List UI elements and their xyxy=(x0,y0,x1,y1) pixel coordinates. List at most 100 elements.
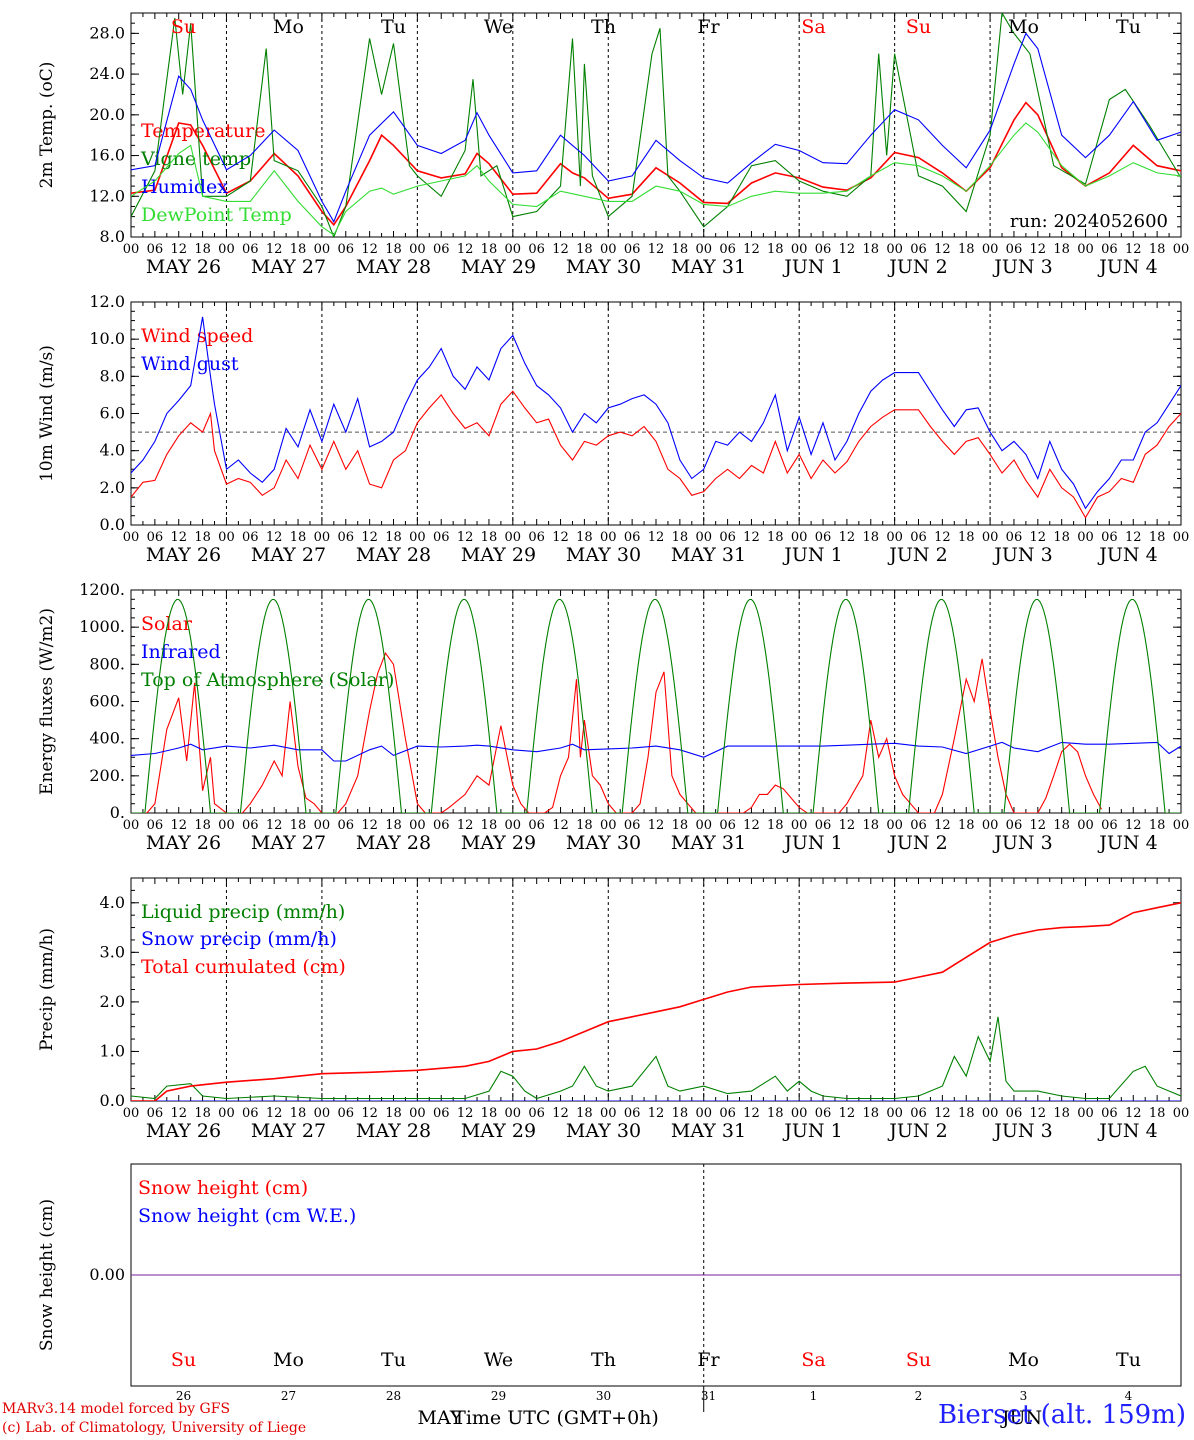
hour-label: 12 xyxy=(266,818,283,833)
hour-label: 12 xyxy=(839,818,856,833)
day-name: Th xyxy=(591,16,616,38)
series-line-2 xyxy=(131,32,1181,223)
y-tick-label: 1.0 xyxy=(100,1041,125,1060)
series-line-2 xyxy=(131,598,1181,813)
y-tick-label: 16.0 xyxy=(89,146,125,165)
hour-label: 06 xyxy=(528,530,545,545)
legend-entry: Liquid precip (mm/h) xyxy=(141,901,345,923)
day-name: Th xyxy=(591,1349,616,1371)
y-tick-label: 800. xyxy=(89,654,125,673)
date-label: MAY 29 xyxy=(461,256,536,278)
hour-label: 06 xyxy=(147,530,164,545)
day-name: Mo xyxy=(1008,1349,1039,1371)
y-tick-label: 400. xyxy=(89,729,125,748)
date-label: MAY 29 xyxy=(461,1120,536,1142)
legend-entry: Snow height (cm W.E.) xyxy=(138,1205,356,1227)
y-tick-label: 28.0 xyxy=(89,23,125,42)
hour-label: 12 xyxy=(1125,1106,1142,1121)
hour-label: 00 xyxy=(600,242,617,257)
hour-label: 06 xyxy=(624,530,641,545)
hour-label: 00 xyxy=(982,242,999,257)
hour-label: 18 xyxy=(767,242,784,257)
hour-label: 06 xyxy=(1101,818,1118,833)
hour-label: 06 xyxy=(433,818,450,833)
hour-label: 06 xyxy=(242,1106,259,1121)
date-label: MAY 31 xyxy=(671,832,746,854)
hour-label: 12 xyxy=(170,818,187,833)
legend-entry: Temperature xyxy=(141,120,265,142)
hour-label: 18 xyxy=(1053,818,1070,833)
y-tick-label: 24.0 xyxy=(89,64,125,83)
hour-label: 06 xyxy=(337,242,354,257)
y-axis-label: 2m Temp. (oC) xyxy=(37,62,57,189)
date-label: MAY 27 xyxy=(251,256,326,278)
y-axis-label: Snow height (cm) xyxy=(37,1199,57,1351)
day-name: Mo xyxy=(273,16,304,38)
hour-label: 18 xyxy=(672,818,689,833)
date-label: MAY 26 xyxy=(146,1120,221,1142)
hour-label: 00 xyxy=(409,530,426,545)
hour-label: 06 xyxy=(1006,530,1023,545)
hour-label: 18 xyxy=(672,530,689,545)
hour-label: 00 xyxy=(123,530,140,545)
hour-label: 06 xyxy=(910,242,927,257)
hour-label: 12 xyxy=(934,530,951,545)
y-tick-label: 0.0 xyxy=(100,1091,125,1110)
hour-label: 06 xyxy=(242,242,259,257)
hour-label: 06 xyxy=(433,242,450,257)
day-number: 2 xyxy=(915,1389,923,1403)
y-tick-label: 0.00 xyxy=(89,1265,125,1284)
hour-label: 18 xyxy=(1149,818,1166,833)
hour-label: 12 xyxy=(1125,818,1142,833)
hour-label: 06 xyxy=(910,818,927,833)
hour-label: 18 xyxy=(862,818,879,833)
hour-label: 12 xyxy=(648,1106,665,1121)
hour-label: 12 xyxy=(457,530,474,545)
date-label: MAY 30 xyxy=(566,832,641,854)
day-name: Su xyxy=(906,1349,931,1371)
date-label: JUN 3 xyxy=(992,832,1052,854)
month-may-label: MAY xyxy=(418,1407,463,1429)
hour-label: 06 xyxy=(1006,242,1023,257)
hour-label: 12 xyxy=(934,242,951,257)
hour-label: 00 xyxy=(1077,1106,1094,1121)
y-axis-label: Precip (mm/h) xyxy=(37,928,57,1051)
y-tick-label: 0. xyxy=(110,803,125,822)
date-label: JUN 3 xyxy=(992,1120,1052,1142)
date-label: MAY 27 xyxy=(251,544,326,566)
day-name: Su xyxy=(906,16,931,38)
hour-label: 00 xyxy=(886,818,903,833)
hour-label: 06 xyxy=(624,818,641,833)
hour-label: 12 xyxy=(743,242,760,257)
hour-label: 12 xyxy=(457,242,474,257)
month-jun-label: JUN xyxy=(1000,1407,1042,1429)
hour-label: 06 xyxy=(910,530,927,545)
hour-label: 18 xyxy=(1149,1106,1166,1121)
hour-label: 06 xyxy=(1006,1106,1023,1121)
y-tick-label: 12.0 xyxy=(89,186,125,205)
date-label: MAY 29 xyxy=(461,832,536,854)
hour-label: 12 xyxy=(934,1106,951,1121)
date-label: JUN 2 xyxy=(887,256,947,278)
day-number: 4 xyxy=(1125,1389,1133,1403)
day-name: Sa xyxy=(801,1349,825,1371)
hour-label: 18 xyxy=(385,530,402,545)
date-label: JUN 1 xyxy=(782,544,842,566)
hour-label: 12 xyxy=(1030,1106,1047,1121)
date-label: JUN 4 xyxy=(1097,1120,1157,1142)
hour-label: 12 xyxy=(743,530,760,545)
legend-entry: Wind gust xyxy=(141,353,239,375)
day-number: 29 xyxy=(491,1389,506,1403)
date-label: MAY 27 xyxy=(251,1120,326,1142)
date-label: MAY 28 xyxy=(356,256,431,278)
day-name: Sa xyxy=(801,16,825,38)
station-name: Bierset (alt. 159m) xyxy=(937,1400,1186,1430)
hour-label: 18 xyxy=(481,1106,498,1121)
hour-label: 00 xyxy=(314,818,331,833)
date-label: MAY 31 xyxy=(671,256,746,278)
hour-label: 12 xyxy=(1030,530,1047,545)
hour-label: 06 xyxy=(1101,530,1118,545)
hour-label: 18 xyxy=(576,242,593,257)
hour-label: 18 xyxy=(672,1106,689,1121)
hour-label: 06 xyxy=(433,1106,450,1121)
